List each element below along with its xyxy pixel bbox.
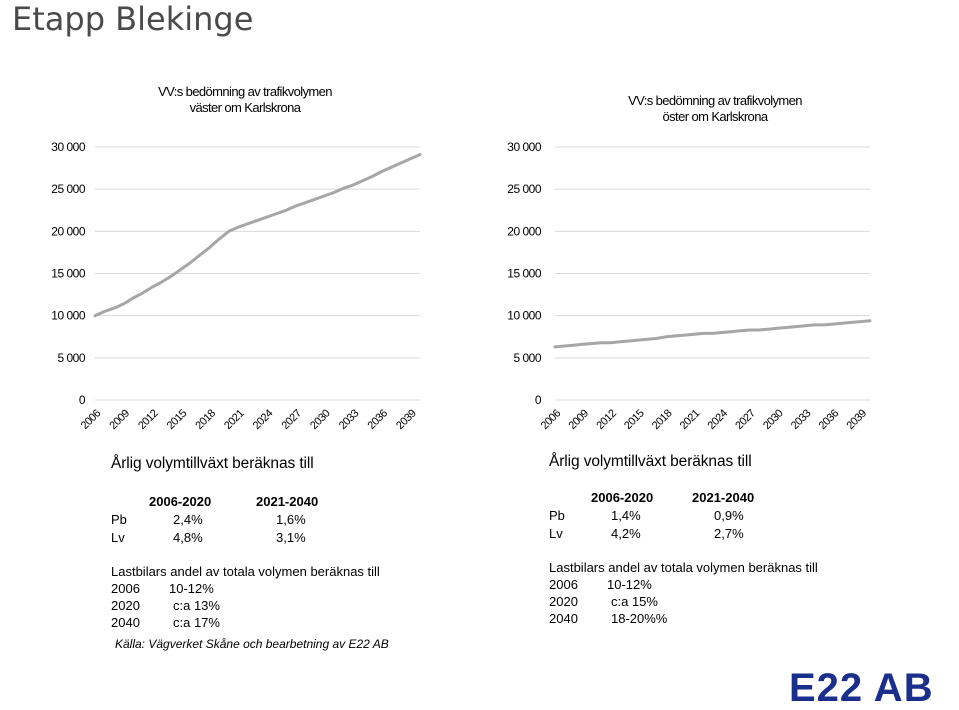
x-tick-label: 2021 <box>678 407 703 432</box>
y-tick-label: 20 000 <box>51 224 86 238</box>
company-logo: E22 AB <box>789 666 934 710</box>
x-tick-label: 2027 <box>733 407 758 432</box>
truck-share-east: Lastbilars andel av totala volymen beräk… <box>549 560 889 632</box>
y-tick-label: 15 000 <box>507 267 542 281</box>
x-tick-label: 2018 <box>193 407 218 432</box>
truck-value: 10-12% <box>169 581 214 596</box>
truck-value: 10-12% <box>607 577 652 592</box>
y-tick-label: 10 000 <box>51 309 86 323</box>
truck-year: 2020 <box>549 594 578 609</box>
y-tick-label: 0 <box>535 393 542 407</box>
y-tick-label: 30 000 <box>507 140 542 154</box>
truck-year: 2020 <box>111 598 140 613</box>
x-tick-label: 2006 <box>79 407 104 432</box>
truck-heading-west: Lastbilars andel av totala volymen beräk… <box>111 564 380 579</box>
period-header-2: 2021-2040 <box>256 494 319 509</box>
x-tick-label: 2021 <box>222 407 247 432</box>
truck-heading-east: Lastbilars andel av totala volymen beräk… <box>549 560 818 575</box>
y-tick-label: 20 000 <box>507 224 542 238</box>
x-tick-label: 2033 <box>789 407 814 432</box>
truck-year: 2006 <box>111 581 140 596</box>
x-tick-label: 2033 <box>337 407 362 432</box>
period-header-2: 2021-2040 <box>692 490 755 505</box>
row-label-pb: Pb <box>111 512 127 527</box>
x-tick-label: 2036 <box>817 407 842 432</box>
growth-table-west: 2006-2020 2021-2040 Pb 2,4% 1,6% Lv 4,8%… <box>111 494 441 554</box>
rate-pb-period-1: 1,4% <box>611 508 641 523</box>
x-tick-label: 2030 <box>761 407 786 432</box>
company-logo-text: E22 AB <box>789 666 934 710</box>
rate-pb-period-2: 1,6% <box>276 512 306 527</box>
y-tick-label: 10 000 <box>507 309 542 323</box>
rate-lv-period-1: 4,2% <box>611 526 641 541</box>
x-tick-label: 2009 <box>107 407 132 432</box>
truck-value: c:a 15% <box>611 594 658 609</box>
y-tick-label: 0 <box>79 393 86 407</box>
truck-value: 18-20%% <box>611 611 668 626</box>
truck-share-west: Lastbilars andel av totala volymen beräk… <box>111 564 441 636</box>
growth-table-east: 2006-2020 2021-2040 Pb 1,4% 0,9% Lv 4,2%… <box>549 490 889 550</box>
traffic-chart-west: 0 5 000 10 000 15 000 20 000 25 000 30 000 2006… <box>51 140 422 432</box>
chart-title-east-line-1: VV:s bedömning av trafikvolymen <box>628 93 802 108</box>
rate-lv-period-2: 2,7% <box>714 526 744 541</box>
chart-title-west-line-1: VV:s bedömning av trafikvolymen <box>158 84 332 99</box>
source-note: Källa: Vägverket Skåne och bearbetning a… <box>115 637 389 651</box>
truck-value: c:a 17% <box>173 615 220 630</box>
rate-lv-period-2: 3,1% <box>276 530 306 545</box>
y-tick-label: 5 000 <box>57 351 85 365</box>
x-tick-label: 2018 <box>650 407 675 432</box>
growth-heading-west: Årlig volymtillväxt beräknas till <box>111 455 314 472</box>
x-tick-label: 2024 <box>706 407 731 432</box>
chart-title-west-line-2: väster om Karlskrona <box>189 100 301 115</box>
x-tick-label: 2024 <box>251 407 276 432</box>
period-header-1: 2006-2020 <box>591 490 654 505</box>
chart-title-east: VV:s bedömning av trafikvolymen öster om… <box>565 93 865 125</box>
x-tick-label: 2009 <box>567 407 592 432</box>
truck-year: 2040 <box>549 611 578 626</box>
x-tick-label: 2036 <box>366 407 391 432</box>
x-tick-label: 2006 <box>539 407 564 432</box>
x-tick-label: 2030 <box>308 407 333 432</box>
truck-year: 2006 <box>549 577 578 592</box>
rate-lv-period-1: 4,8% <box>173 530 203 545</box>
growth-panel-west: Årlig volymtillväxt beräknas till 2006-2… <box>111 456 441 636</box>
chart-title-west: VV:s bedömning av trafikvolymen väster o… <box>100 84 390 116</box>
y-tick-label: 25 000 <box>51 182 86 196</box>
growth-panel-east: Årlig volymtillväxt beräknas till 2006-2… <box>549 454 889 634</box>
y-tick-label: 15 000 <box>51 267 86 281</box>
y-tick-label: 30 000 <box>51 140 86 154</box>
rate-pb-period-2: 0,9% <box>714 508 744 523</box>
traffic-chart-east: 0 5 000 10 000 15 000 20 000 25 000 30 000 2006… <box>507 140 872 432</box>
x-tick-label: 2015 <box>165 407 190 432</box>
row-label-lv: Lv <box>111 530 125 545</box>
row-label-lv: Lv <box>549 526 563 541</box>
chart-title-east-line-2: öster om Karlskrona <box>662 109 769 124</box>
truck-year: 2040 <box>111 615 140 630</box>
x-tick-label: 2012 <box>136 407 161 432</box>
growth-heading-east: Årlig volymtillväxt beräknas till <box>549 453 752 470</box>
period-header-1: 2006-2020 <box>149 494 212 509</box>
y-tick-label: 25 000 <box>507 182 542 196</box>
y-tick-label: 5 000 <box>513 351 541 365</box>
series-line <box>93 153 422 318</box>
rate-pb-period-1: 2,4% <box>173 512 203 527</box>
truck-value: c:a 13% <box>173 598 220 613</box>
page-title: Etapp Blekinge <box>12 0 254 38</box>
x-tick-label: 2039 <box>394 407 419 432</box>
x-tick-label: 2027 <box>279 407 304 432</box>
x-tick-label: 2039 <box>844 407 869 432</box>
row-label-pb: Pb <box>549 508 565 523</box>
x-tick-label: 2012 <box>594 407 619 432</box>
x-tick-label: 2015 <box>622 407 647 432</box>
series-line <box>553 319 872 349</box>
